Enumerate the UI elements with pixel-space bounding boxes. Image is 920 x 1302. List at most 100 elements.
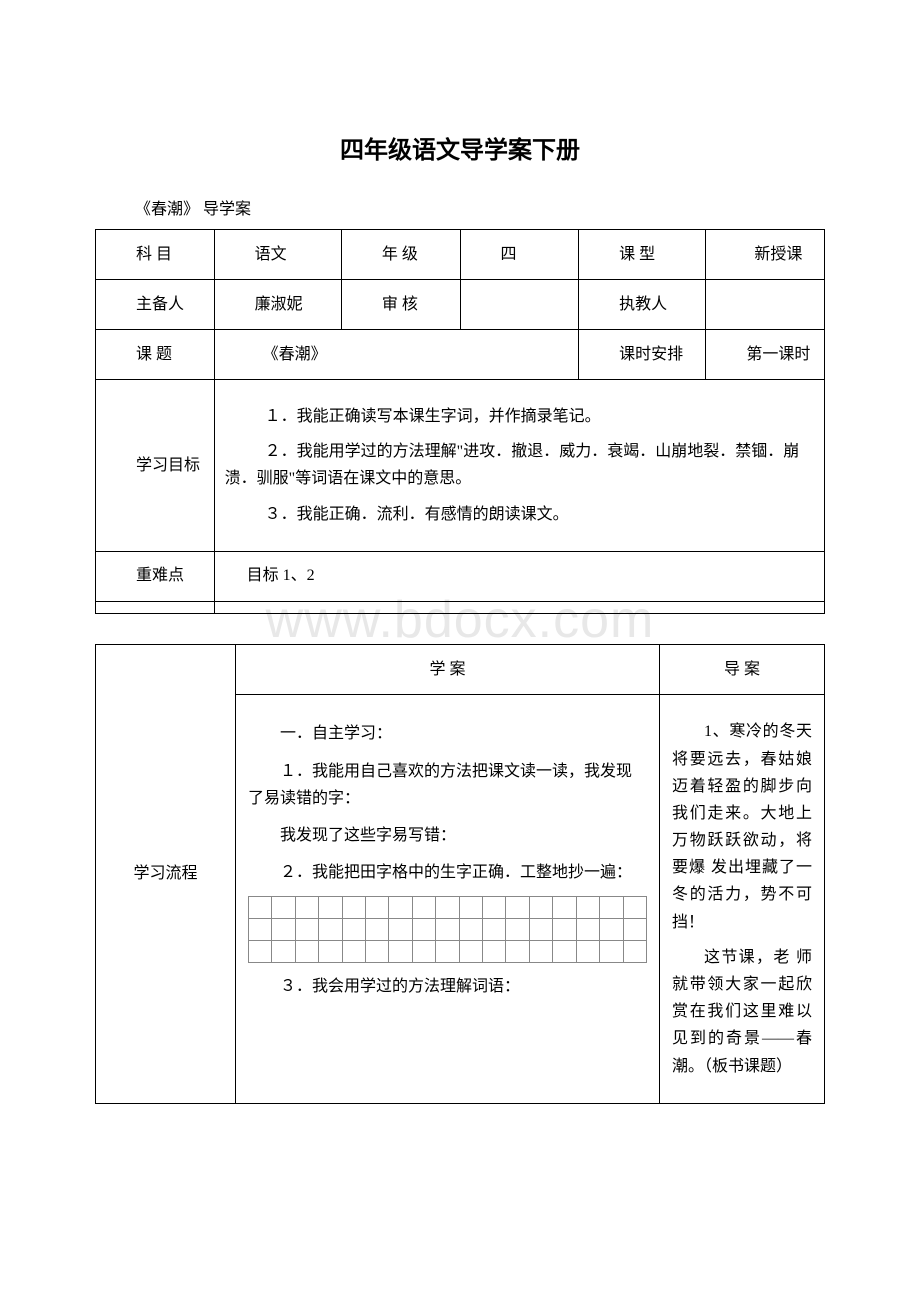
grid-cell	[506, 897, 529, 919]
table-row: 科 目 语文 年 级 四 课 型 新授课	[96, 230, 825, 280]
author-label: 主备人	[96, 280, 215, 330]
grid-cell	[249, 941, 272, 963]
table-row: 课 题 《春潮》 课时安排 第一课时	[96, 330, 825, 380]
xuean-content: 一．自主学习： １．我能用自己喜欢的方法把课文读一读，我发现了易读错的字： 我发…	[236, 695, 660, 1103]
grid-cell	[389, 919, 412, 941]
grid-cell	[412, 919, 435, 941]
review-label: 审 核	[341, 280, 460, 330]
grid-cell	[553, 941, 576, 963]
flow-table: 学习流程 学 案 导 案 一．自主学习： １．我能用自己喜欢的方法把课文读一读，…	[95, 644, 825, 1104]
grid-row	[249, 897, 647, 919]
empty-cell	[96, 601, 215, 613]
xuean-paragraph: 一．自主学习：	[248, 720, 647, 747]
grid-cell	[389, 941, 412, 963]
grid-cell	[600, 919, 623, 941]
table-row: 主备人 廉淑妮 审 核 执教人	[96, 280, 825, 330]
keypoint-value: 目标 1、2	[214, 551, 824, 601]
grid-cell	[436, 919, 459, 941]
grid-cell	[389, 897, 412, 919]
type-value: 新授课	[706, 230, 825, 280]
table-row	[96, 601, 825, 613]
grid-cell	[249, 919, 272, 941]
table-row: 重难点 目标 1、2	[96, 551, 825, 601]
info-table: 科 目 语文 年 级 四 课 型 新授课 主备人 廉淑妮 审 核 执教人 课 题…	[95, 229, 825, 614]
topic-value: 《春潮》	[214, 330, 579, 380]
grid-cell	[436, 897, 459, 919]
grid-cell	[366, 919, 389, 941]
grid-cell	[506, 919, 529, 941]
grid-cell	[506, 941, 529, 963]
xuean-paragraph: ３．我会用学过的方法理解词语：	[248, 973, 647, 1000]
grid-row	[249, 919, 647, 941]
grid-cell	[576, 897, 599, 919]
grid-cell	[600, 897, 623, 919]
grid-cell	[342, 941, 365, 963]
goals-cell: １．我能正确读写本课生字词，并作摘录笔记。 ２．我能用学过的方法理解"进攻．撤退…	[214, 380, 824, 552]
goal-item: ２．我能用学过的方法理解"进攻．撤退．威力．衰竭．山崩地裂．禁锢．崩溃．驯服"等…	[225, 438, 814, 492]
grid-cell	[459, 941, 482, 963]
grid-cell	[553, 897, 576, 919]
table-row: 学习目标 １．我能正确读写本课生字词，并作摘录笔记。 ２．我能用学过的方法理解"…	[96, 380, 825, 552]
goals-label: 学习目标	[96, 380, 215, 552]
grid-cell	[576, 919, 599, 941]
grid-cell	[483, 941, 506, 963]
xuean-paragraph: 我发现了这些字易写错：	[248, 822, 647, 849]
topic-label: 课 题	[96, 330, 215, 380]
daoan-header: 导 案	[660, 644, 825, 695]
grid-cell	[459, 919, 482, 941]
daoan-content: 1、寒冷的冬天将要远去，春姑娘迈着轻盈的脚步向我们走来。大地上万物跃跃欲动，将要…	[660, 695, 825, 1103]
schedule-value: 第一课时	[706, 330, 825, 380]
character-grid-container	[248, 896, 647, 963]
grid-cell	[623, 897, 647, 919]
grid-cell	[272, 941, 295, 963]
xuean-header: 学 案	[236, 644, 660, 695]
grid-cell	[412, 941, 435, 963]
xuean-paragraph: ２．我能把田字格中的生字正确．工整地抄一遍：	[248, 859, 647, 886]
teacher-value	[706, 280, 825, 330]
grid-cell	[319, 941, 342, 963]
subject-value: 语文	[214, 230, 341, 280]
page-title: 四年级语文导学案下册	[95, 130, 825, 165]
goal-item: １．我能正确读写本课生字词，并作摘录笔记。	[225, 403, 814, 430]
teacher-label: 执教人	[579, 280, 706, 330]
grid-cell	[295, 941, 318, 963]
author-value: 廉淑妮	[214, 280, 341, 330]
grid-cell	[529, 941, 552, 963]
grid-cell	[272, 897, 295, 919]
grid-cell	[459, 897, 482, 919]
grid-cell	[529, 919, 552, 941]
lesson-subtitle: 《春潮》 导学案	[95, 195, 825, 219]
grid-cell	[249, 897, 272, 919]
character-grid	[248, 896, 647, 963]
schedule-label: 课时安排	[579, 330, 706, 380]
grid-row	[249, 941, 647, 963]
subject-label: 科 目	[96, 230, 215, 280]
empty-cell	[214, 601, 824, 613]
daoan-paragraph: 这节课，老 师就带领大家一起欣赏在我们这里难以见到的奇景——春潮。（板书课题）	[672, 944, 812, 1080]
grid-cell	[576, 941, 599, 963]
grid-cell	[623, 919, 647, 941]
review-value	[460, 280, 579, 330]
grid-cell	[342, 919, 365, 941]
grid-cell	[366, 941, 389, 963]
grid-cell	[295, 919, 318, 941]
grade-label: 年 级	[341, 230, 460, 280]
goal-item: ３．我能正确．流利．有感情的朗读课文。	[225, 501, 814, 528]
grade-value: 四	[460, 230, 579, 280]
flow-label: 学习流程	[96, 644, 236, 1103]
grid-cell	[319, 919, 342, 941]
grid-cell	[412, 897, 435, 919]
grid-cell	[623, 941, 647, 963]
grid-cell	[483, 897, 506, 919]
grid-cell	[342, 897, 365, 919]
grid-cell	[483, 919, 506, 941]
xuean-paragraph: １．我能用自己喜欢的方法把课文读一读，我发现了易读错的字：	[248, 758, 647, 812]
table-row: 学习流程 学 案 导 案	[96, 644, 825, 695]
grid-cell	[529, 897, 552, 919]
type-label: 课 型	[579, 230, 706, 280]
grid-cell	[295, 897, 318, 919]
grid-cell	[600, 941, 623, 963]
grid-cell	[553, 919, 576, 941]
grid-cell	[319, 897, 342, 919]
grid-cell	[366, 897, 389, 919]
